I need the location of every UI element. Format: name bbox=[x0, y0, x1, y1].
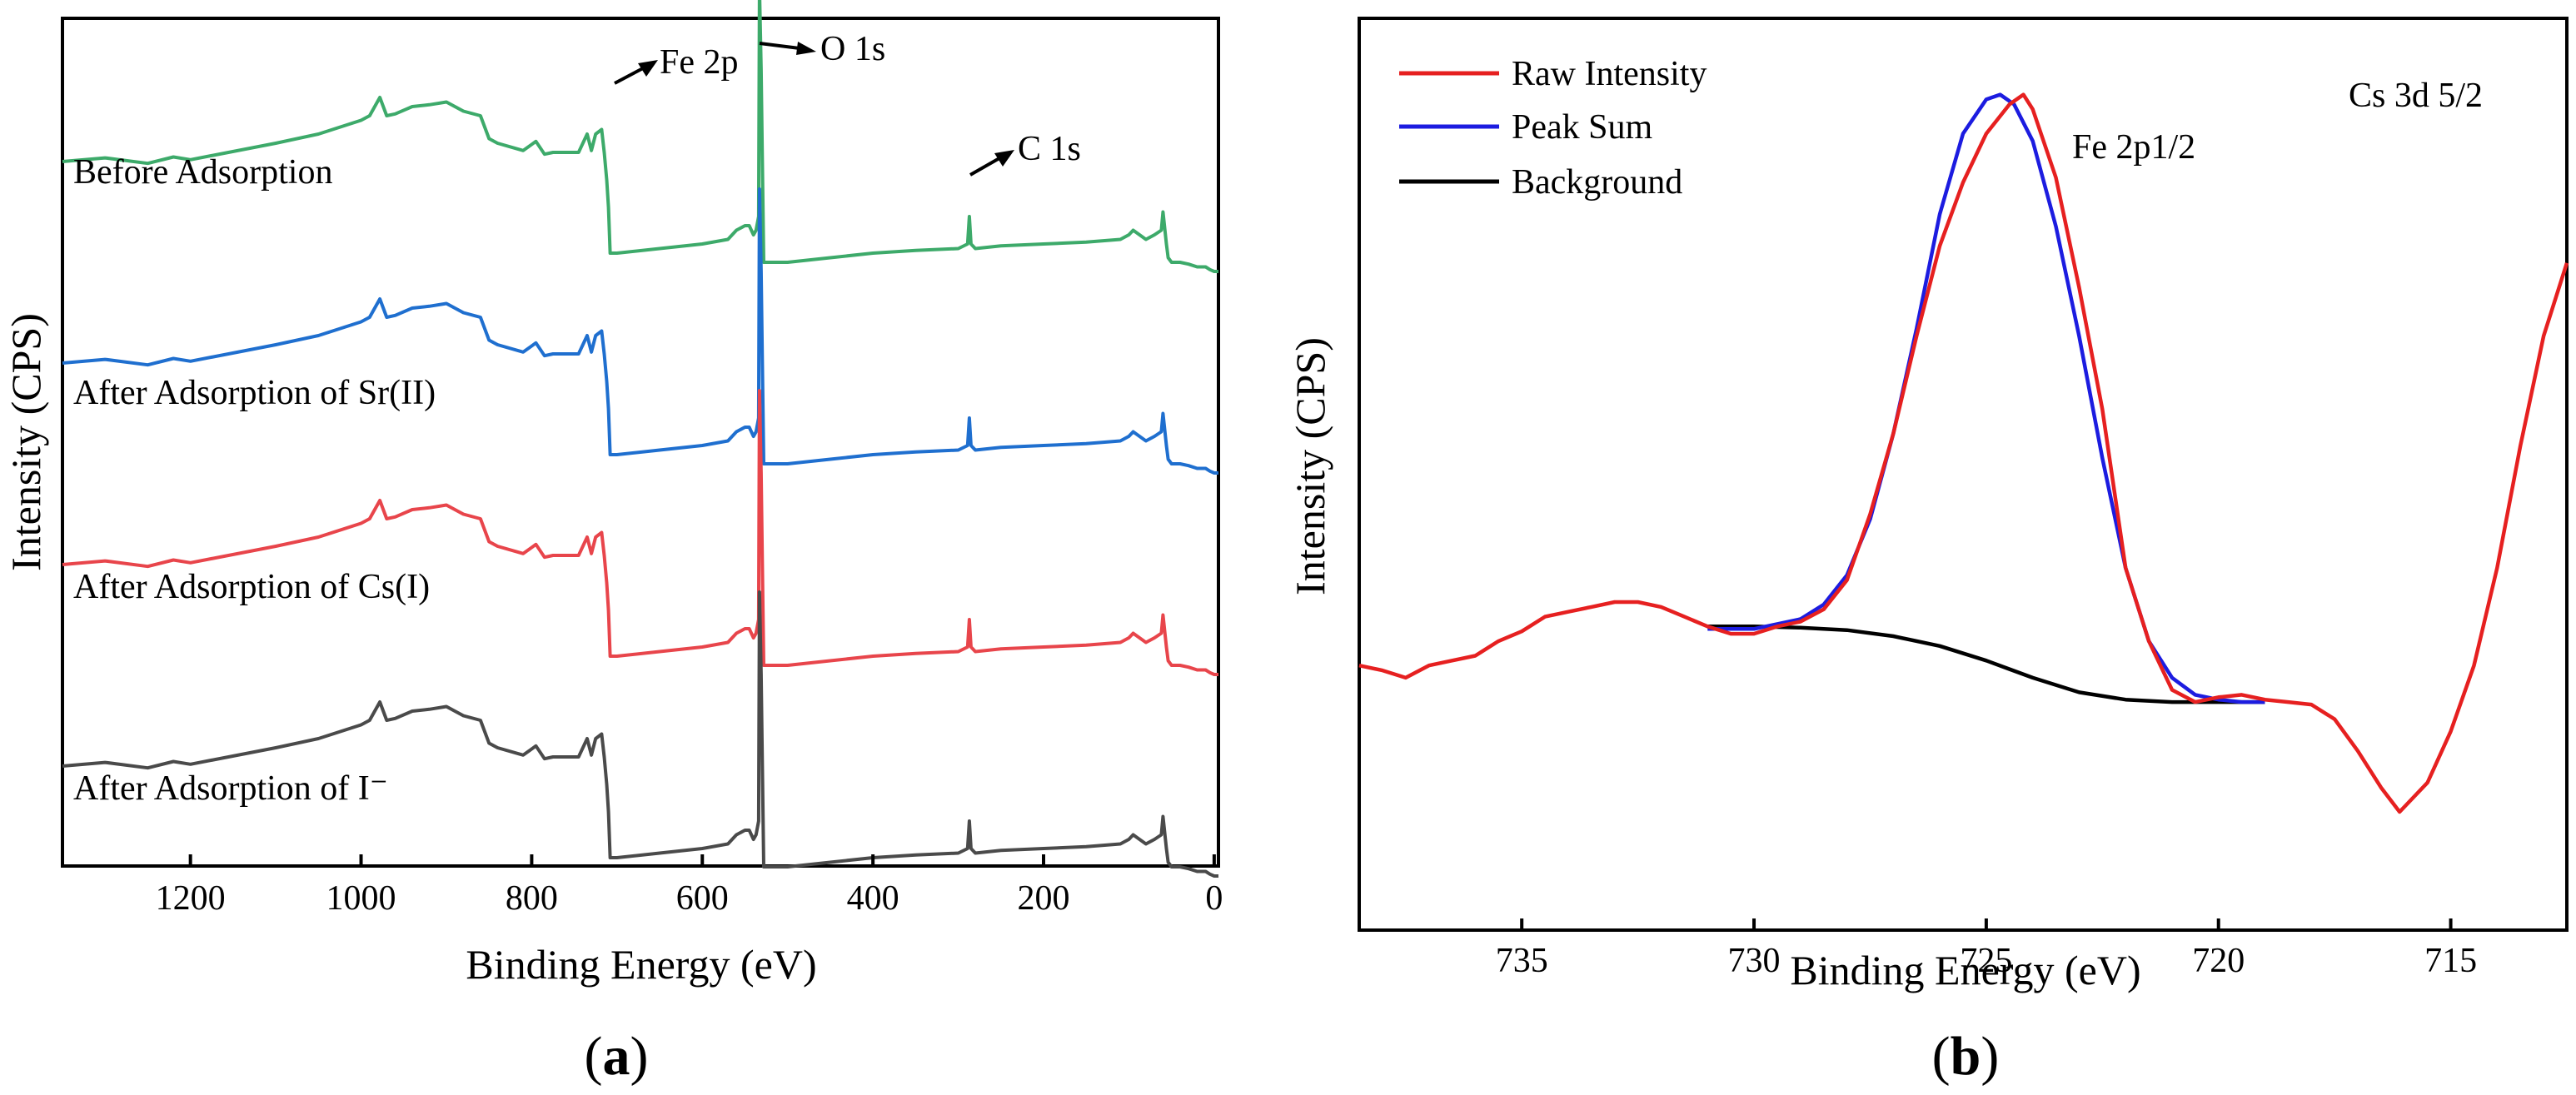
annotation-o1s: O 1s bbox=[759, 30, 885, 68]
detail-trace-background bbox=[1707, 625, 2265, 704]
series-label-cs: After Adsorption of Cs(I) bbox=[73, 568, 430, 606]
annotation-o1s-text: O 1s bbox=[820, 30, 885, 68]
annotation-c1s-text: C 1s bbox=[1018, 130, 1081, 168]
panel-a-x-ticks: 1200 1000 800 600 400 200 0 bbox=[156, 854, 1223, 918]
panel-a-y-axis-label: Intensity (CPS) bbox=[2, 313, 49, 571]
survey-trace-2 bbox=[62, 389, 1218, 676]
o1s-arrow-head bbox=[796, 42, 816, 55]
survey-trace-0 bbox=[62, 0, 1218, 273]
panel-b-y-axis-label: Intensity (CPS) bbox=[1287, 337, 1333, 595]
survey-trace-3 bbox=[62, 590, 1218, 878]
x-tick-label: 720 bbox=[2192, 942, 2245, 980]
o1s-arrow-line bbox=[759, 42, 800, 50]
x-tick-label: 600 bbox=[676, 879, 729, 918]
x-tick-label: 0 bbox=[1205, 879, 1223, 918]
series-label-sr: After Adsorption of Sr(II) bbox=[73, 374, 436, 412]
panel-b-caption: (b) bbox=[1932, 1026, 2000, 1087]
x-tick-label: 735 bbox=[1496, 942, 1548, 980]
panel-a-survey-spectra: 1200 1000 800 600 400 200 0 Before Adsorption … bbox=[2, 0, 1223, 1087]
panel-b-legend: Raw Intensity Peak Sum Background bbox=[1399, 55, 1707, 202]
panel-a-letter: a bbox=[603, 1026, 630, 1087]
detail-trace-raw-intensity bbox=[1358, 92, 2569, 814]
panel-a-caption: (a) bbox=[585, 1026, 649, 1087]
fe2p-arrow-head bbox=[638, 60, 658, 77]
x-tick-label: 715 bbox=[2424, 942, 2477, 980]
x-tick-label: 725 bbox=[1960, 942, 2012, 980]
x-tick-label: 800 bbox=[506, 879, 558, 918]
x-tick-label: 1200 bbox=[156, 879, 226, 918]
x-tick-label: 730 bbox=[1728, 942, 1781, 980]
annotation-fe2p: Fe 2p bbox=[614, 43, 739, 85]
panel-b-x-axis-label: Binding Energy (eV) bbox=[1790, 947, 2140, 993]
panel-a-series-labels: Before Adsorption After Adsorption of Sr… bbox=[73, 153, 436, 808]
panel-a-traces bbox=[62, 0, 1218, 878]
x-tick-label: 200 bbox=[1018, 879, 1070, 918]
annotation-fe2p12: Fe 2p1/2 bbox=[2072, 128, 2195, 167]
panel-b-x-ticks: 735 730 725 720 715 bbox=[1496, 918, 2477, 980]
annotation-cs3d52: Cs 3d 5/2 bbox=[2349, 77, 2483, 115]
series-label-i: After Adsorption of I⁻ bbox=[73, 769, 388, 808]
panel-b-plot-frame bbox=[1358, 17, 2569, 932]
panel-b-fe2p-detail: 735 730 725 720 715 Raw Intensity Peak Sum B… bbox=[1287, 17, 2569, 1087]
detail-trace-peak-sum bbox=[1707, 92, 2265, 704]
x-tick-label: 400 bbox=[847, 879, 899, 918]
legend-label-background: Background bbox=[1512, 163, 1682, 202]
panel-b-traces bbox=[1358, 92, 2569, 814]
survey-trace-1 bbox=[62, 187, 1218, 475]
fe2p-arrow-line bbox=[614, 67, 644, 85]
panel-a-x-axis-label: Binding Energy (eV) bbox=[466, 941, 816, 988]
c1s-arrow-head bbox=[994, 150, 1014, 167]
c1s-arrow-line bbox=[969, 157, 1000, 177]
legend-label-peak-sum: Peak Sum bbox=[1512, 108, 1653, 147]
panel-b-letter: b bbox=[1951, 1026, 1981, 1087]
annotation-c1s: C 1s bbox=[969, 130, 1081, 177]
legend-label-raw: Raw Intensity bbox=[1512, 55, 1707, 93]
x-tick-label: 1000 bbox=[326, 879, 396, 918]
annotation-fe2p-text: Fe 2p bbox=[660, 43, 739, 82]
series-label-before: Before Adsorption bbox=[73, 153, 332, 192]
panel-a-plot-frame bbox=[61, 17, 1220, 868]
